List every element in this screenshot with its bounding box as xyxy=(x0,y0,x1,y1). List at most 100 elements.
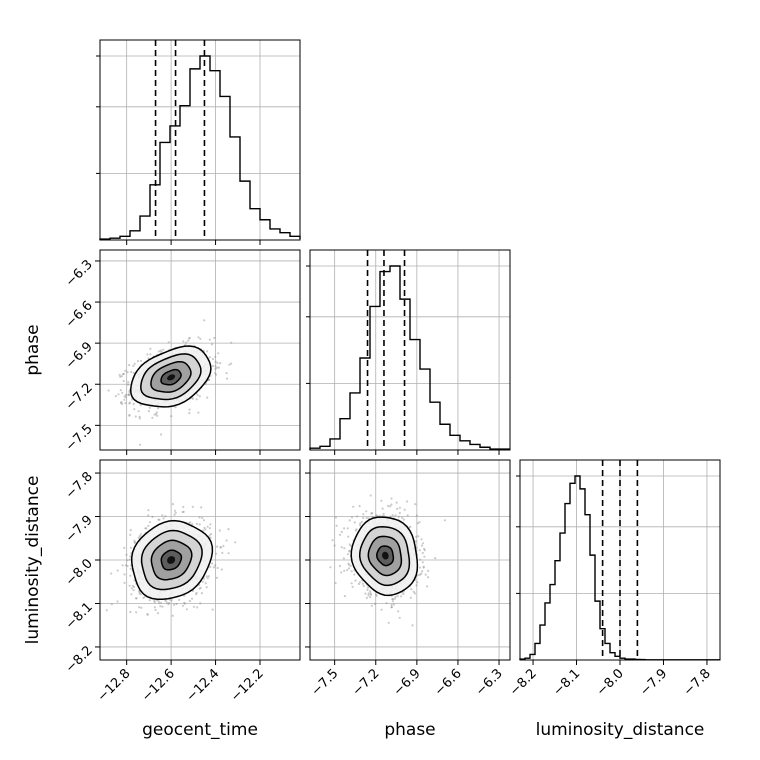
sample-point xyxy=(348,543,351,546)
sample-point xyxy=(211,364,215,368)
sample-point xyxy=(343,527,346,530)
sample-point xyxy=(369,596,372,599)
sample-point xyxy=(146,353,149,356)
sample-point xyxy=(390,605,393,609)
sample-point xyxy=(208,378,211,382)
sample-point xyxy=(353,573,356,576)
sample-point xyxy=(410,588,413,591)
sample-point xyxy=(182,340,185,343)
sample-point xyxy=(219,546,223,549)
sample-point xyxy=(201,580,204,583)
sample-point xyxy=(211,608,214,611)
y-tick-label: −7.2 xyxy=(63,380,96,413)
sample-point xyxy=(157,350,160,353)
sample-point xyxy=(199,602,202,605)
sample-point xyxy=(138,417,141,420)
sample-point xyxy=(188,408,191,411)
luminosity-distance-histogram-panel: −8.2 −8.1 −8.0 −7.9 −7.8 xyxy=(507,459,721,699)
sample-point xyxy=(406,514,409,517)
sample-point xyxy=(129,533,132,536)
sample-point xyxy=(128,414,131,417)
sample-point xyxy=(420,538,423,541)
sample-point xyxy=(127,394,131,397)
sample-point xyxy=(147,410,150,413)
contour-line xyxy=(350,516,419,597)
sample-point xyxy=(380,499,383,502)
sample-point xyxy=(347,535,350,538)
sample-point xyxy=(343,569,346,573)
sample-point xyxy=(228,363,231,366)
sample-point xyxy=(343,547,346,550)
sample-point xyxy=(414,503,417,506)
sample-point xyxy=(153,413,156,416)
sample-point xyxy=(364,592,367,595)
sample-point xyxy=(126,371,129,374)
sample-point xyxy=(334,516,337,519)
sample-point xyxy=(230,362,233,365)
sample-point xyxy=(203,526,206,530)
sample-point xyxy=(365,516,368,520)
sample-point xyxy=(369,494,372,497)
sample-point xyxy=(222,544,225,548)
sample-point xyxy=(427,576,430,579)
sample-point xyxy=(128,413,131,417)
x-axis-label-phase: phase xyxy=(384,720,435,740)
luminosity-distance-vs-geocent-time-panel: −12.8 −12.6 −12.4 −12.2 −8.2 −8.1 −8.0 −7.9 −7.8 xyxy=(63,459,301,705)
sample-point xyxy=(138,592,141,595)
sample-point xyxy=(129,610,132,614)
sample-point xyxy=(206,396,209,399)
sample-point xyxy=(434,557,437,560)
sample-point xyxy=(149,353,152,356)
sample-point xyxy=(119,375,122,378)
x-tick-label: −8.2 xyxy=(507,666,540,699)
sample-point xyxy=(191,505,194,508)
sample-point xyxy=(391,514,394,517)
sample-point xyxy=(391,600,394,603)
sample-point xyxy=(167,601,171,605)
sample-point xyxy=(170,415,173,418)
sample-point xyxy=(210,343,214,346)
sample-point xyxy=(202,577,205,580)
sample-point xyxy=(371,511,374,515)
sample-point xyxy=(398,616,401,619)
sample-point xyxy=(214,372,217,375)
sample-point xyxy=(190,597,194,600)
sample-point xyxy=(369,590,372,593)
sample-point xyxy=(422,566,425,569)
sample-point xyxy=(362,516,365,520)
sample-point xyxy=(198,587,201,590)
sample-point xyxy=(426,585,429,588)
sample-point xyxy=(213,336,216,340)
sample-point xyxy=(155,411,158,414)
sample-point xyxy=(219,362,222,365)
sample-point xyxy=(116,569,119,572)
sample-point xyxy=(137,590,141,593)
sample-point xyxy=(354,579,357,582)
sample-point xyxy=(149,347,152,350)
sample-point xyxy=(148,599,151,602)
sample-point xyxy=(119,389,122,392)
sample-point xyxy=(362,584,365,588)
sample-point xyxy=(124,369,127,372)
sample-point xyxy=(114,395,117,398)
sample-point xyxy=(356,515,359,518)
sample-point xyxy=(421,542,425,545)
sample-point xyxy=(202,529,205,532)
sample-point xyxy=(146,613,149,616)
sample-point xyxy=(140,606,143,609)
sample-point xyxy=(155,413,158,416)
sample-point xyxy=(151,515,154,519)
sample-point xyxy=(214,367,217,370)
sample-point xyxy=(132,585,136,589)
sample-point xyxy=(227,528,230,531)
x-tick-label: −6.6 xyxy=(432,666,465,699)
sample-point xyxy=(117,393,120,396)
sample-point xyxy=(147,524,150,528)
sample-point xyxy=(234,541,237,544)
sample-point xyxy=(406,500,409,503)
sample-point xyxy=(369,593,373,596)
sample-point xyxy=(361,582,364,585)
sample-point xyxy=(390,603,393,607)
sample-point xyxy=(366,586,369,589)
sample-point xyxy=(367,594,370,597)
